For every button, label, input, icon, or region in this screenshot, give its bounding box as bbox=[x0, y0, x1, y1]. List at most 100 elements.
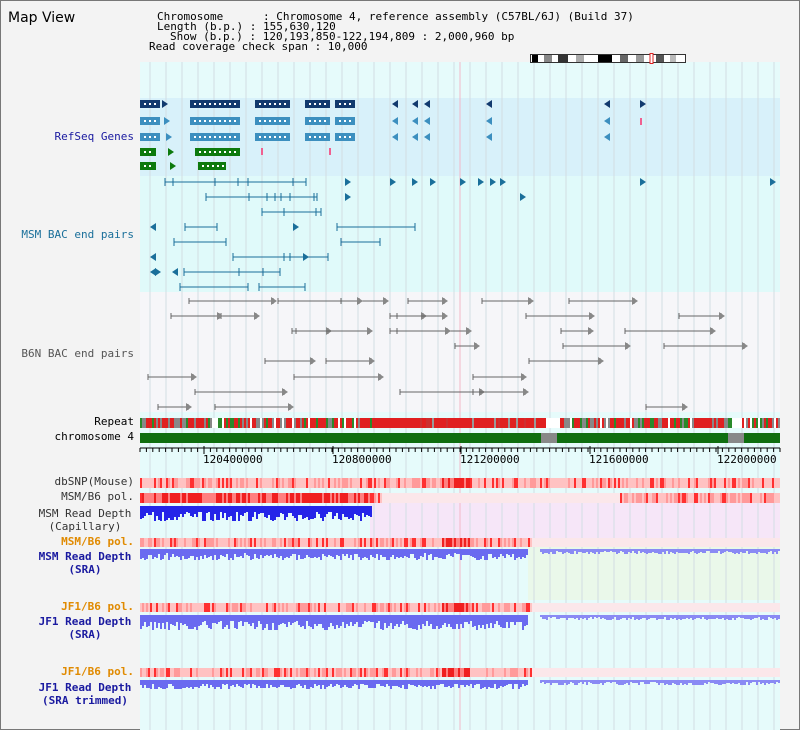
msm-depth-sra-bar bbox=[322, 549, 324, 554]
gene-arrow[interactable] bbox=[412, 133, 418, 141]
bac-end-arrow[interactable] bbox=[191, 373, 197, 381]
jf1-pol2-stripe bbox=[456, 668, 458, 677]
bac-end-arrow[interactable] bbox=[682, 403, 688, 411]
gene-arrow[interactable] bbox=[640, 100, 646, 108]
bac-end-arrow[interactable] bbox=[288, 403, 294, 411]
bac-end-arrow[interactable] bbox=[383, 297, 389, 305]
gene-arrow[interactable] bbox=[424, 133, 430, 141]
gene-arrow[interactable] bbox=[168, 148, 174, 156]
msm-pol-stripe bbox=[668, 493, 670, 503]
bac-end-arrow[interactable] bbox=[500, 178, 506, 186]
dbsnp-stripe bbox=[396, 478, 398, 488]
bac-end-arrow[interactable] bbox=[719, 312, 725, 320]
bac-end-arrow[interactable] bbox=[310, 357, 316, 365]
gene-arrow[interactable] bbox=[604, 133, 610, 141]
bac-end-arrow[interactable] bbox=[710, 327, 716, 335]
jf1-depth-sra-bar bbox=[524, 615, 526, 626]
bac-end-arrow[interactable] bbox=[303, 253, 309, 261]
bac-end-arrow[interactable] bbox=[172, 268, 178, 276]
jf1-depth-trim-bar bbox=[526, 680, 528, 685]
bac-end-arrow[interactable] bbox=[271, 297, 277, 305]
bac-end-arrow[interactable] bbox=[345, 178, 351, 186]
bac-end-arrow[interactable] bbox=[523, 388, 529, 396]
jf1-depth-sra-bar bbox=[648, 615, 650, 619]
bac-end-arrow[interactable] bbox=[521, 373, 527, 381]
bac-end-arrow[interactable] bbox=[293, 223, 299, 231]
bac-end-arrow[interactable] bbox=[742, 342, 748, 350]
repeat-segment bbox=[234, 418, 236, 428]
bac-end-arrow[interactable] bbox=[254, 312, 260, 320]
bac-end-arrow[interactable] bbox=[345, 193, 351, 201]
bac-end-arrow[interactable] bbox=[445, 327, 451, 335]
bac-end-arrow[interactable] bbox=[588, 327, 594, 335]
bac-end-arrow[interactable] bbox=[478, 178, 484, 186]
jf1-pol2-stripe bbox=[554, 668, 556, 677]
bac-end-arrow[interactable] bbox=[412, 178, 418, 186]
gene-arrow[interactable] bbox=[412, 117, 418, 125]
gene-arrow[interactable] bbox=[412, 100, 418, 108]
jf1-pol2-stripe bbox=[396, 668, 398, 677]
msm-pol2-stripe bbox=[520, 538, 522, 547]
bac-end-arrow[interactable] bbox=[589, 312, 595, 320]
bac-end-arrow[interactable] bbox=[378, 373, 384, 381]
bac-end-arrow[interactable] bbox=[357, 297, 363, 305]
jf1-pol2-stripe bbox=[162, 668, 164, 677]
jf1-depth-sra-bar bbox=[234, 615, 236, 628]
msm-pol-stripe bbox=[320, 493, 322, 503]
gene-arrow[interactable] bbox=[604, 117, 610, 125]
gene-arrow[interactable] bbox=[486, 117, 492, 125]
jf1-depth-trim-bar bbox=[326, 680, 328, 687]
bac-end-arrow[interactable] bbox=[155, 268, 161, 276]
bac-end-arrow[interactable] bbox=[217, 312, 223, 320]
jf1-pol2-stripe bbox=[464, 668, 466, 677]
msm-depth-sra-bar bbox=[558, 549, 560, 552]
bac-end-arrow[interactable] bbox=[528, 297, 534, 305]
chromosome-ideogram[interactable] bbox=[530, 52, 688, 66]
bac-end-arrow[interactable] bbox=[150, 253, 156, 261]
bac-end-arrow[interactable] bbox=[490, 178, 496, 186]
bac-end-arrow[interactable] bbox=[466, 327, 472, 335]
bac-end-arrow[interactable] bbox=[430, 178, 436, 186]
gene-arrow[interactable] bbox=[392, 100, 398, 108]
dbsnp-stripe bbox=[546, 478, 548, 488]
msm-depth-sra-bar bbox=[484, 549, 486, 560]
dbsnp-stripe bbox=[774, 478, 776, 488]
bac-end-arrow[interactable] bbox=[282, 388, 288, 396]
gene-arrow[interactable] bbox=[162, 100, 168, 108]
gene-arrow[interactable] bbox=[392, 133, 398, 141]
bac-end-arrow[interactable] bbox=[186, 403, 192, 411]
jf1-depth-trim-bar bbox=[764, 680, 766, 685]
gene-arrow[interactable] bbox=[604, 100, 610, 108]
bac-end-arrow[interactable] bbox=[474, 342, 480, 350]
msm-depth-sra-bar bbox=[776, 549, 778, 554]
bac-end-arrow[interactable] bbox=[770, 178, 776, 186]
jf1-depth-sra-bar bbox=[348, 615, 350, 626]
gene-arrow[interactable] bbox=[486, 133, 492, 141]
bac-end-arrow[interactable] bbox=[369, 357, 375, 365]
bac-end-arrow[interactable] bbox=[150, 268, 156, 276]
gene-arrow[interactable] bbox=[424, 100, 430, 108]
gene-arrow[interactable] bbox=[486, 100, 492, 108]
msm-pol-stripe bbox=[706, 493, 708, 503]
repeat-segment bbox=[566, 418, 568, 428]
bac-end-arrow[interactable] bbox=[367, 327, 373, 335]
track-label-dbsnp: dbSNP(Mouse) bbox=[54, 475, 134, 488]
bac-end-arrow[interactable] bbox=[442, 297, 448, 305]
gene-arrow[interactable] bbox=[166, 133, 172, 141]
bac-end-arrow[interactable] bbox=[442, 312, 448, 320]
gene-arrow[interactable] bbox=[424, 117, 430, 125]
gene-arrow[interactable] bbox=[392, 117, 398, 125]
bac-end-arrow[interactable] bbox=[598, 357, 604, 365]
msm-pol2-stripe bbox=[178, 538, 180, 547]
bac-end-arrow[interactable] bbox=[640, 178, 646, 186]
bac-end-arrow[interactable] bbox=[390, 178, 396, 186]
gene-arrow[interactable] bbox=[164, 117, 170, 125]
jf1-depth-trim-bar bbox=[754, 680, 756, 682]
gene-arrow[interactable] bbox=[170, 162, 176, 170]
bac-end-arrow[interactable] bbox=[625, 342, 631, 350]
bac-end-arrow[interactable] bbox=[520, 193, 526, 201]
bac-end-arrow[interactable] bbox=[632, 297, 638, 305]
bac-end-arrow[interactable] bbox=[150, 223, 156, 231]
bac-end-arrow[interactable] bbox=[460, 178, 466, 186]
